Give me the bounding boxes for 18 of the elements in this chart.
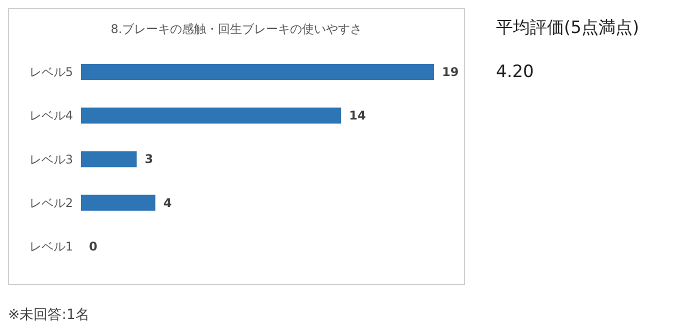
data-label: 4 xyxy=(163,196,172,210)
y-tick-label: レベル3 xyxy=(29,152,73,166)
bar xyxy=(81,64,434,80)
chart-title: 8.ブレーキの感触・回生ブレーキの使いやすさ xyxy=(110,21,364,38)
bar xyxy=(81,151,137,168)
data-label: 14 xyxy=(349,108,366,123)
data-label: 3 xyxy=(144,152,154,166)
text: 平均評価(5点満点) xyxy=(496,17,640,39)
y-tick-label: レベル2 xyxy=(29,196,73,210)
bar xyxy=(81,194,156,211)
data-label: 0 xyxy=(89,239,98,254)
text: ※未回答:1名 xyxy=(8,306,90,324)
bar xyxy=(81,108,342,124)
text: 4.20 xyxy=(496,62,534,82)
y-tick-label: レベル5 xyxy=(29,65,73,80)
y-tick-label: レベル1 xyxy=(29,239,73,254)
y-tick-label: レベル4 xyxy=(29,108,73,123)
data-label: 19 xyxy=(442,65,459,79)
